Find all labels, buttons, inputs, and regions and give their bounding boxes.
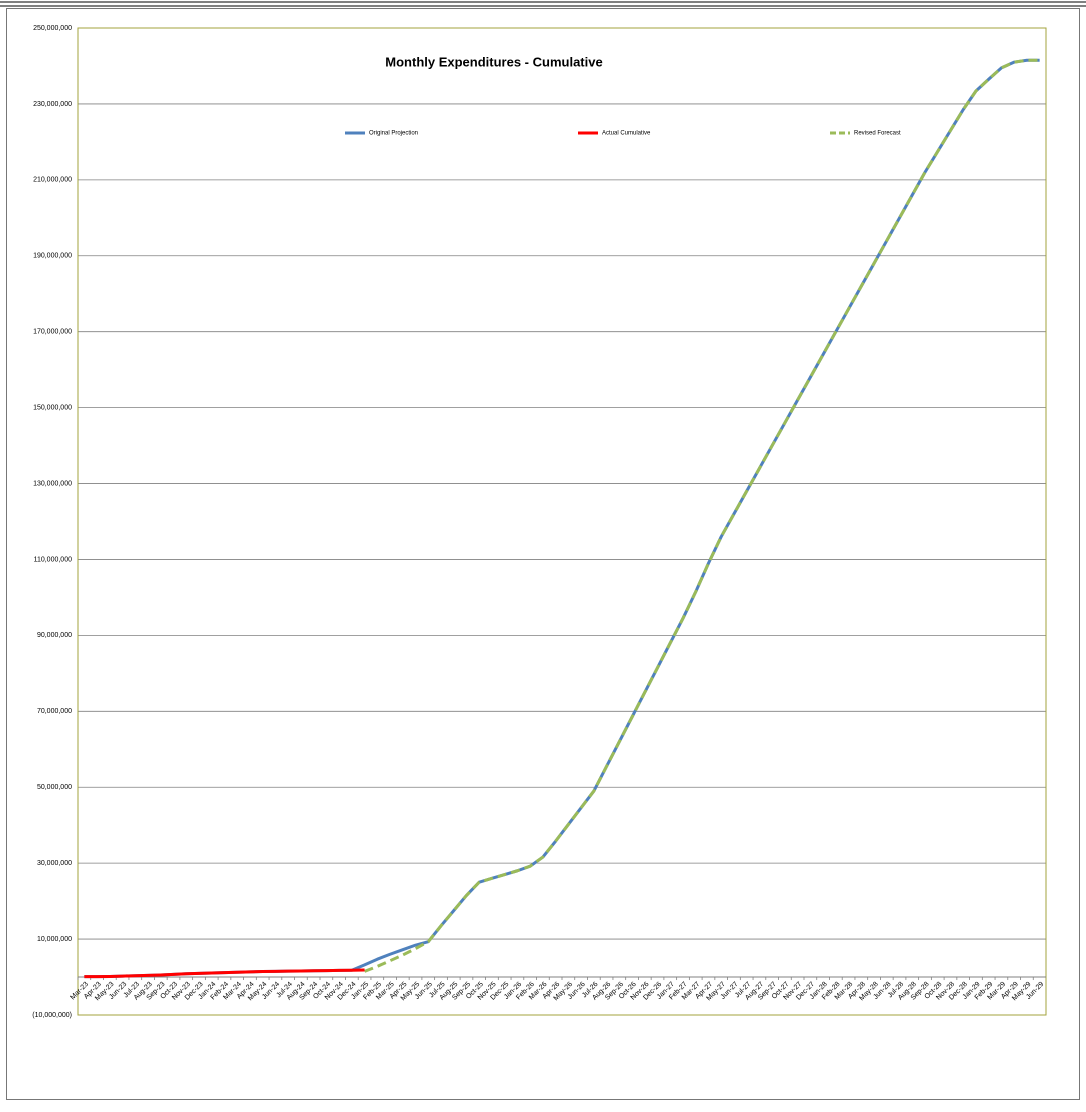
y-tick-label: 150,000,000 (33, 404, 72, 411)
y-tick-label: 250,000,000 (33, 25, 72, 32)
y-tick-label: 130,000,000 (33, 480, 72, 487)
legend-label: Original Projection (369, 131, 418, 137)
legend-label: Actual Cumulative (602, 131, 651, 137)
chart-title: Monthly Expenditures - Cumulative (385, 54, 602, 69)
y-tick-label: 50,000,000 (37, 784, 72, 791)
series-line (364, 58, 1040, 973)
legend-label: Revised Forecast (854, 131, 901, 137)
series-line (84, 968, 365, 979)
chart-frame (6, 8, 1080, 1100)
y-tick-label: 70,000,000 (37, 708, 72, 715)
y-tick-label: 190,000,000 (33, 253, 72, 260)
y-tick-label: 30,000,000 (37, 860, 72, 867)
y-tick-label: 170,000,000 (33, 329, 72, 336)
y-tick-label: (10,000,000) (32, 1012, 72, 1019)
y-tick-label: 230,000,000 (33, 101, 72, 108)
plot-area-border (77, 27, 1047, 1016)
y-tick-label: 210,000,000 (33, 177, 72, 184)
y-tick-label: 110,000,000 (34, 556, 73, 563)
y-tick-label: 10,000,000 (37, 936, 72, 943)
y-tick-label: 90,000,000 (37, 632, 72, 639)
